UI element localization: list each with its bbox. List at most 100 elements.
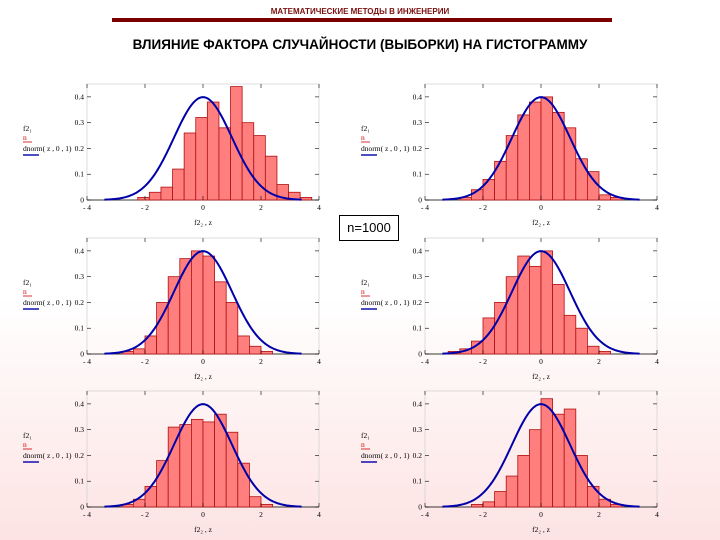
x-tick-label: 4 [655,357,659,366]
y-axis-label-sub: n [23,440,27,449]
histogram-bar [529,101,542,201]
histogram-bar [230,86,243,201]
y-tick-label: 0 [418,196,422,205]
y-axis-label-bottom: dnorm( z , 0 , 1) [23,451,72,460]
x-tick-label: - 4 [421,203,429,212]
y-tick-label: 0.4 [413,92,423,101]
histogram-bar [195,117,208,201]
histogram-bar [156,302,169,355]
y-axis-label-sub: n [23,133,27,142]
histogram-bar [505,475,519,508]
histogram-bar [575,455,588,508]
y-tick-label: 0.4 [75,399,85,408]
histogram-bar [517,114,530,201]
x-tick-label: - 4 [83,203,91,212]
x-tick-label: 4 [655,203,659,212]
histogram-bar [190,418,204,508]
y-tick-label: 0.4 [75,246,85,255]
y-tick-label: 0.3 [75,272,85,281]
y-tick-label: 0.2 [413,144,423,153]
y-tick-label: 0.2 [413,298,423,307]
header-divider [112,18,612,22]
x-tick-label: - 2 [141,510,149,519]
x-tick-label: 2 [597,357,601,366]
y-axis-label-top: f2₁ [23,124,32,133]
histogram-bar [148,191,162,201]
x-axis-label: f2₂ , z [532,372,550,381]
y-axis-label-bottom: dnorm( z , 0 , 1) [23,144,72,153]
y-tick-label: 0.3 [413,272,423,281]
density-curve [104,403,302,508]
histogram-bar [253,135,266,201]
y-tick-label: 0.2 [413,451,423,460]
x-tick-label: - 4 [421,357,429,366]
y-tick-label: 0.3 [413,118,423,127]
histogram-bar [552,111,565,201]
y-axis-label-bottom: dnorm( z , 0 , 1) [361,451,410,460]
histogram-bar [529,429,542,508]
histogram-bar [206,101,220,201]
x-tick-label: 0 [201,203,205,212]
header-label: МАТЕМАТИЧЕСКИЕ МЕТОДЫ В ИНЖЕНЕРИИ [270,7,450,16]
x-tick-label: 4 [655,510,659,519]
density-curve [104,250,302,355]
y-tick-label: 0 [418,350,422,359]
y-axis-label-top: f2₁ [361,431,370,440]
x-axis-label: f2₂ , z [532,525,550,534]
y-tick-label: 0.3 [75,118,85,127]
y-tick-label: 0.1 [75,170,85,179]
y-tick-label: 0.3 [75,425,85,434]
y-tick-label: 0.1 [75,477,85,486]
histogram-bar [183,132,197,201]
histogram-bar [517,455,530,508]
x-tick-label: 2 [597,203,601,212]
histogram-bar [587,485,600,508]
x-tick-label: - 4 [83,510,91,519]
y-tick-label: 0.2 [75,144,85,153]
histogram-bar [470,504,484,508]
histogram-bar [260,504,274,508]
x-tick-label: - 4 [421,510,429,519]
histogram-bar [260,351,274,355]
y-tick-label: 0.1 [413,170,423,179]
histogram-bar [160,186,173,201]
x-tick-label: 2 [259,510,263,519]
histogram-bar [540,250,554,355]
x-tick-label: 0 [201,357,205,366]
histogram-bar [482,178,496,201]
histogram-bar [132,348,146,355]
y-tick-label: 0.1 [413,324,423,333]
histogram-bar [137,197,150,201]
x-tick-label: - 4 [83,357,91,366]
x-tick-label: - 2 [141,203,149,212]
histogram-bar [264,155,278,201]
histogram-bar [202,421,216,508]
y-axis-label-top: f2₁ [361,278,370,287]
y-axis-label-bottom: dnorm( z , 0 , 1) [23,298,72,307]
x-tick-label: - 2 [479,203,487,212]
density-curve [442,250,640,355]
histogram-bar [540,398,554,508]
y-tick-label: 0 [418,503,422,512]
x-tick-label: 0 [539,357,543,366]
histogram-bar [299,197,313,201]
histogram-bar [172,168,185,201]
x-tick-label: 0 [539,510,543,519]
x-tick-label: 0 [539,203,543,212]
y-axis-label-sub: n [361,133,365,142]
x-tick-label: 4 [317,510,321,519]
histogram-bar [225,302,239,355]
histogram-bar [575,327,588,355]
y-axis-label-sub: n [23,287,27,296]
histogram-bar [517,255,530,355]
histogram-bar [482,501,496,508]
y-tick-label: 0 [80,196,84,205]
x-axis-label: f2₂ , z [194,218,212,227]
histogram-bar [190,250,204,355]
x-tick-label: - 2 [479,357,487,366]
x-tick-label: 2 [597,510,601,519]
y-axis-label-sub: n [361,440,365,449]
histogram-bar [218,127,231,201]
